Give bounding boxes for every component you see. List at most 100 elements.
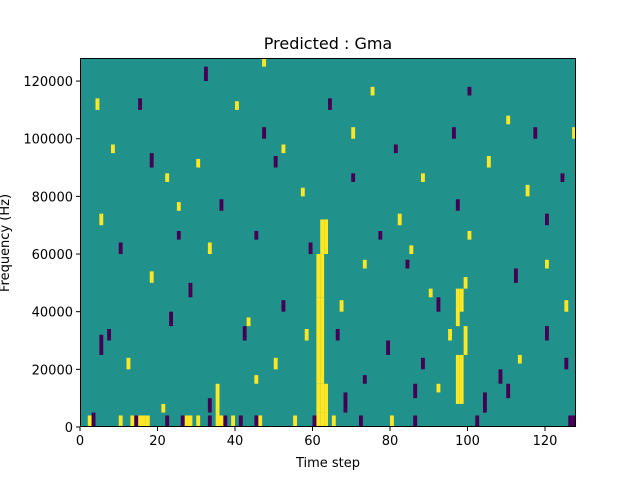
heatmap-cell-high (304, 328, 309, 341)
heatmap-cell-low (421, 357, 425, 370)
heatmap-cell-high (525, 184, 530, 197)
heatmap-cell-high (545, 259, 549, 269)
y-tick-label: 100000 (23, 133, 73, 148)
heatmap-cell-low (312, 415, 317, 427)
heatmap-cell-low (254, 415, 259, 427)
heatmap-cell-low (242, 326, 247, 341)
heatmap-cell-low (99, 334, 104, 355)
heatmap-cell-high (262, 58, 267, 67)
heatmap-cell-high (324, 412, 329, 427)
heatmap-cell-high (463, 326, 468, 355)
y-tick-label: 0 (65, 421, 73, 436)
heatmap-cell-low (207, 415, 212, 427)
heatmap-cell-high (572, 127, 577, 139)
heatmap-cell-high (459, 288, 464, 312)
heatmap-cell-low (436, 297, 441, 312)
heatmap-cell-high (281, 144, 286, 154)
heatmap-cell-high (455, 288, 460, 327)
heatmap-cell-high (339, 300, 344, 312)
heatmap-cell-low (405, 259, 410, 269)
heatmap-cell-low (378, 230, 383, 240)
heatmap-cell-low (118, 242, 123, 255)
heatmap-cell-high (161, 403, 166, 413)
heatmap-cell-high (207, 242, 212, 255)
heatmap-cell-low (560, 173, 565, 182)
heatmap-cell-low (165, 415, 170, 427)
heatmap-cell-high (324, 219, 329, 255)
heatmap-cell-high (455, 354, 460, 404)
heatmap-cell-high (215, 415, 220, 427)
heatmap-cell-high (300, 187, 305, 197)
heatmap-cell-low (568, 415, 573, 427)
heatmap-cell-low (514, 268, 518, 283)
heatmap-cell-high (316, 383, 321, 413)
heatmap-cell-high (235, 101, 239, 110)
heatmap-cell-low (475, 415, 480, 427)
heatmap-cell-high (165, 173, 170, 182)
x-tick-label: 80 (382, 434, 399, 449)
heatmap-cell-low (223, 415, 228, 427)
heatmap-cell-high (320, 297, 325, 341)
heatmap-cell-high (138, 415, 143, 427)
heatmap-cell-low (564, 357, 569, 370)
heatmap-cell-low (351, 173, 356, 182)
heatmap-cell-low (452, 127, 456, 139)
heatmap-cell-high (370, 86, 375, 96)
heatmap-cell-low (134, 415, 139, 427)
heatmap-cell-high (320, 383, 325, 413)
heatmap-cell-high (320, 412, 325, 427)
chart-title: Predicted : Gma (264, 34, 392, 53)
heatmap-cell-low (545, 326, 549, 341)
heatmap-cell-high (316, 254, 321, 298)
heatmap-cell-high (254, 375, 259, 384)
heatmap-cell-low (467, 86, 472, 96)
heatmap-cell-low (273, 156, 278, 168)
heatmap-cell-high (145, 415, 150, 427)
heatmap-cell-high (390, 415, 394, 427)
heatmap-cell-low (308, 242, 313, 255)
x-tick-label: 20 (149, 434, 166, 449)
heatmap-cell-low (498, 369, 503, 384)
heatmap-cell-high (126, 357, 131, 370)
heatmap-cell-high (118, 415, 123, 427)
heatmap-cell-high (316, 412, 321, 427)
heatmap-cell-low (545, 213, 549, 226)
heatmap-cell-high (331, 415, 336, 427)
x-tick-label: 100 (455, 434, 480, 449)
heatmap-cell-high (421, 173, 425, 182)
heatmap-cell-high (459, 354, 464, 404)
heatmap-cell-low (386, 340, 391, 355)
heatmap-cell-low (506, 383, 511, 399)
heatmap-cell-low (413, 415, 418, 427)
heatmap-cell-high (111, 144, 115, 154)
heatmap-cell-low (328, 98, 332, 110)
heatmap-cell-high (506, 115, 511, 125)
heatmap-cell-high (486, 156, 491, 168)
heatmap-cell-high (320, 340, 325, 384)
heatmap-cell-high (273, 357, 278, 370)
x-tick-label: 60 (304, 434, 321, 449)
x-axis: 0 20 40 60 80 100 120 (76, 427, 557, 449)
heatmap-cell-low (149, 153, 154, 168)
heatmap-cell-low (262, 127, 267, 139)
x-tick-label: 40 (227, 434, 244, 449)
heatmap-cell-high (316, 297, 321, 341)
plot-frame (80, 58, 576, 427)
heatmap-cell-high (320, 254, 325, 298)
heatmap-cell-high (219, 415, 224, 427)
heatmap-cell-low (413, 383, 418, 399)
heatmap-cell-high (258, 415, 263, 427)
y-tick-label: 60000 (32, 248, 73, 263)
heatmap-cell-low (572, 415, 577, 427)
heatmap-cell-high (184, 415, 189, 427)
heatmap-cell-high (246, 317, 251, 327)
heatmap-cell-low (91, 412, 96, 427)
heatmap-cell-low (207, 398, 212, 413)
y-tick-label: 40000 (32, 306, 73, 321)
heatmap-cell-high (564, 300, 569, 312)
heatmap-cell-low (362, 375, 367, 384)
heatmap-cell-low (180, 415, 185, 427)
heatmap-cell-high (362, 259, 367, 269)
heatmap-cell-high (320, 219, 325, 255)
